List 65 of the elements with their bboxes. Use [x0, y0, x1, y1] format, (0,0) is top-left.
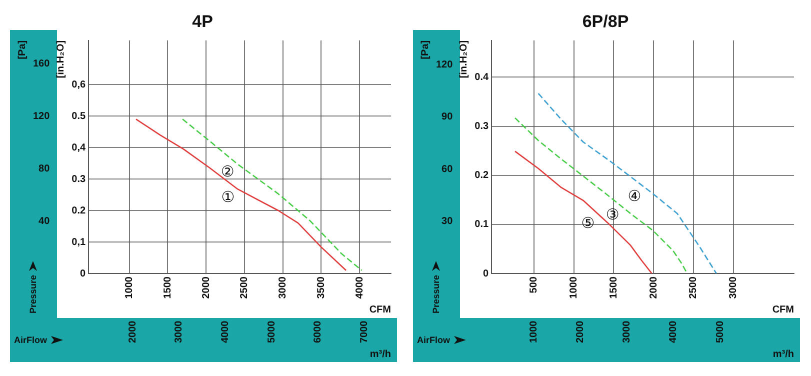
- text: AirFlow: [417, 334, 450, 345]
- x-tick-label: 1500: [608, 276, 620, 299]
- y-tick-label: 0,1: [72, 236, 86, 248]
- x2-tick-label: 5000: [714, 320, 726, 344]
- x-tick-label: 1000: [568, 276, 580, 299]
- x-axis-title: CFM: [369, 304, 391, 316]
- x2-tick-label: 2000: [127, 320, 138, 344]
- line-series: [538, 92, 718, 274]
- x2-tick-label: 2000: [575, 320, 586, 344]
- x-tick-label: 2000: [648, 276, 660, 299]
- x2-tick-label: 3000: [174, 320, 185, 344]
- y-tick-label: 0,4: [72, 142, 86, 154]
- x-tick-label: 4000: [354, 276, 366, 299]
- y-axis-title: [in.H₂O]: [55, 40, 66, 78]
- x2-tick-label: 7000: [358, 320, 370, 344]
- x2-tick-label: 4000: [668, 320, 680, 344]
- y-tick-label: 0: [80, 268, 86, 280]
- annotation: ②: [220, 162, 234, 180]
- y-axis-title: [in.H₂O]: [458, 40, 470, 78]
- annotation: ⑤: [581, 214, 595, 232]
- y-tick-label: 0.4: [474, 72, 490, 83]
- chart-title: 4P: [192, 12, 213, 31]
- x2-tick-label: 3000: [622, 320, 633, 344]
- y2-tick-label: 30: [442, 216, 454, 228]
- y-tick-label: 0.2: [474, 170, 490, 182]
- text: Pressure: [28, 275, 38, 314]
- y2-tick-label: 90: [442, 112, 454, 123]
- y-tick-label: 0,6: [72, 79, 86, 90]
- y-tick-label: 0.3: [72, 174, 86, 185]
- x2-tick-label: 4000: [220, 320, 231, 344]
- y-tick-label: 0.5: [72, 110, 86, 122]
- x2-axis-title: m³/h: [772, 348, 794, 360]
- x-tick-label: 2500: [688, 276, 700, 299]
- chart-title: 6P/8P: [582, 12, 629, 31]
- line-series: [182, 118, 362, 272]
- y2-tick-label: 40: [38, 216, 50, 227]
- y2-tick-label: 120: [436, 60, 454, 71]
- y2-axis-title: [Pa]: [16, 40, 28, 60]
- x2-tick-label: 6000: [312, 320, 324, 344]
- y2-tick-label: 80: [38, 163, 50, 174]
- line-series: [514, 117, 688, 274]
- annotation: ④: [628, 187, 642, 206]
- x2-axis-title: m³/h: [370, 348, 391, 360]
- x-tick-label: 500: [528, 276, 540, 294]
- y-tick-label: 0: [483, 268, 490, 280]
- x-tick-label: 3000: [728, 276, 740, 299]
- y2-axis-title: [Pa]: [420, 40, 431, 60]
- y-tick-label: 0.1: [474, 219, 490, 230]
- y2-tick-label: 60: [442, 164, 454, 175]
- y2-tick-label: 120: [32, 111, 50, 122]
- x2-tick-label: 1000: [528, 320, 540, 344]
- y-tick-label: 0.3: [474, 121, 490, 132]
- text: AirFlow: [14, 334, 47, 345]
- x-tick-label: 1000: [124, 276, 136, 299]
- x-tick-label: 3000: [278, 276, 289, 299]
- x-tick-label: 2500: [239, 276, 250, 299]
- x2-tick-label: 5000: [266, 320, 278, 344]
- x-axis-title: CFM: [772, 304, 794, 316]
- text: Pressure: [431, 275, 442, 314]
- x-tick-label: 1500: [162, 276, 174, 299]
- annotation: ①: [221, 188, 235, 206]
- y2-tick-label: 160: [32, 58, 50, 70]
- x-tick-label: 2000: [200, 276, 212, 299]
- x-tick-label: 3500: [316, 276, 327, 299]
- y-tick-label: 0.2: [72, 205, 86, 216]
